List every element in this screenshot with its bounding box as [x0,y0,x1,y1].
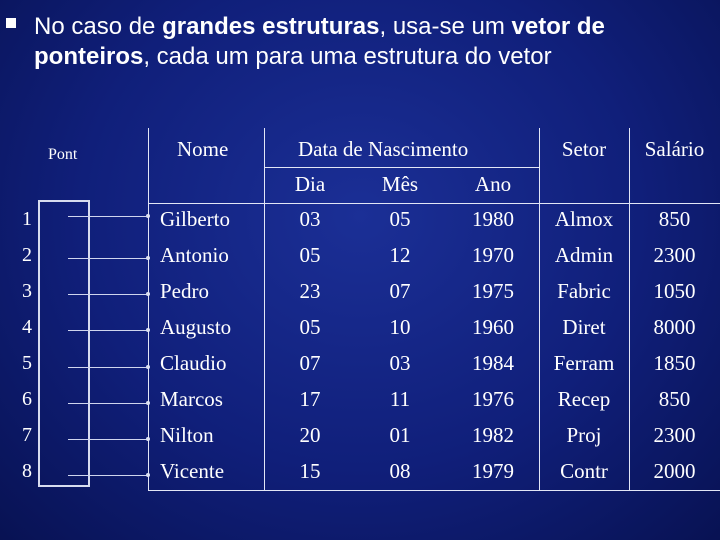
cell-salario: 850 [658,387,691,411]
cell-setor: Proj [566,423,602,447]
cell-setor: Contr [560,459,608,483]
cell-nome: Augusto [160,315,232,339]
cell-ano: 1960 [472,315,514,339]
pointer-index: 8 [22,460,32,482]
header-ano: Ano [474,172,512,196]
cell-dia: 20 [299,423,321,447]
cell-setor: Admin [554,243,614,267]
cell-salario: 1050 [653,279,696,303]
cell-ano: 1980 [472,207,514,231]
cell-setor: Almox [554,207,614,231]
cell-mes: 01 [389,423,411,447]
pointer-arrow [90,403,148,404]
cell-nome: Nilton [160,423,214,447]
cell-nome: Antonio [160,243,229,267]
cell-mes: 05 [389,207,411,231]
cell-setor: Recep [557,387,611,411]
bullet-text-part: , cada um para uma estrutura do vetor [143,43,552,70]
cell-dia: 03 [299,207,321,231]
header-salario: Salário [644,137,705,161]
pointer-arrow [90,367,148,368]
cell-mes: 03 [389,351,411,375]
cell-salario: 2000 [653,459,696,483]
pointer-arrow [90,294,148,295]
cell-mes: 11 [389,387,411,411]
pointer-cell-line [68,216,90,217]
cell-ano: 1982 [472,423,514,447]
cell-dia: 07 [299,351,321,375]
cell-setor: Ferram [553,351,615,375]
header-data-nascimento: Data de Nascimento [298,137,469,161]
bullet-text-part: , usa-se um [379,13,512,40]
pointer-index: 6 [22,388,32,410]
cell-nome: Pedro [160,279,209,303]
table-subheader-divider [264,167,539,168]
bullet-text-bold: vetor de ponteiros [34,13,605,70]
cell-ano: 1984 [472,351,514,375]
pointer-index: 1 [22,208,32,230]
header-dia: Dia [294,172,326,196]
cell-dia: 15 [299,459,321,483]
pointer-cell-line [68,439,90,440]
cell-nome: Gilberto [160,207,230,231]
cell-salario: 850 [658,207,691,231]
cell-salario: 2300 [653,243,696,267]
pointer-cell-line [68,367,90,368]
table-column-divider [629,128,630,490]
header-mes: Mês [381,172,419,196]
cell-salario: 8000 [653,315,696,339]
pointer-arrow [90,330,148,331]
pointer-index: 4 [22,316,32,338]
records-table [148,128,720,491]
pointer-arrow [90,475,148,476]
cell-setor: Diret [562,315,606,339]
cell-ano: 1970 [472,243,514,267]
pointer-index: 3 [22,280,32,302]
pointer-vector-label: Pont [48,146,78,163]
pointer-index: 7 [22,424,32,446]
pointer-cell-line [68,475,90,476]
pointer-cell-line [68,258,90,259]
pointer-index: 5 [22,352,32,374]
bullet-text: No caso de grandes estruturas, usa-se um… [34,12,714,72]
pointer-cell-line [68,294,90,295]
pointer-cell-line [68,403,90,404]
cell-ano: 1975 [472,279,514,303]
cell-nome: Marcos [160,387,223,411]
pointer-arrow [90,258,148,259]
pointer-arrow [90,216,148,217]
cell-dia: 05 [299,315,321,339]
header-setor: Setor [561,137,607,161]
table-column-divider [539,128,540,490]
bullet-square-icon [6,18,16,28]
cell-mes: 08 [389,459,411,483]
cell-mes: 10 [389,315,411,339]
cell-ano: 1976 [472,387,514,411]
cell-dia: 05 [299,243,321,267]
cell-ano: 1979 [472,459,514,483]
cell-nome: Claudio [160,351,227,375]
cell-salario: 1850 [653,351,696,375]
pointer-arrow [90,439,148,440]
cell-dia: 23 [299,279,321,303]
bullet-text-part: No caso de [34,13,163,40]
cell-nome: Vicente [160,459,225,483]
cell-salario: 2300 [653,423,696,447]
table-column-divider [264,128,265,490]
cell-setor: Fabric [557,279,611,303]
cell-dia: 17 [299,387,321,411]
header-nome: Nome [177,137,229,161]
pointer-cell-line [68,330,90,331]
cell-mes: 12 [389,243,411,267]
cell-mes: 07 [389,279,411,303]
table-header-divider [148,203,720,204]
pointer-index: 2 [22,244,32,266]
pointer-vector-box [38,200,90,487]
bullet-text-bold: grandes estruturas [162,13,380,40]
